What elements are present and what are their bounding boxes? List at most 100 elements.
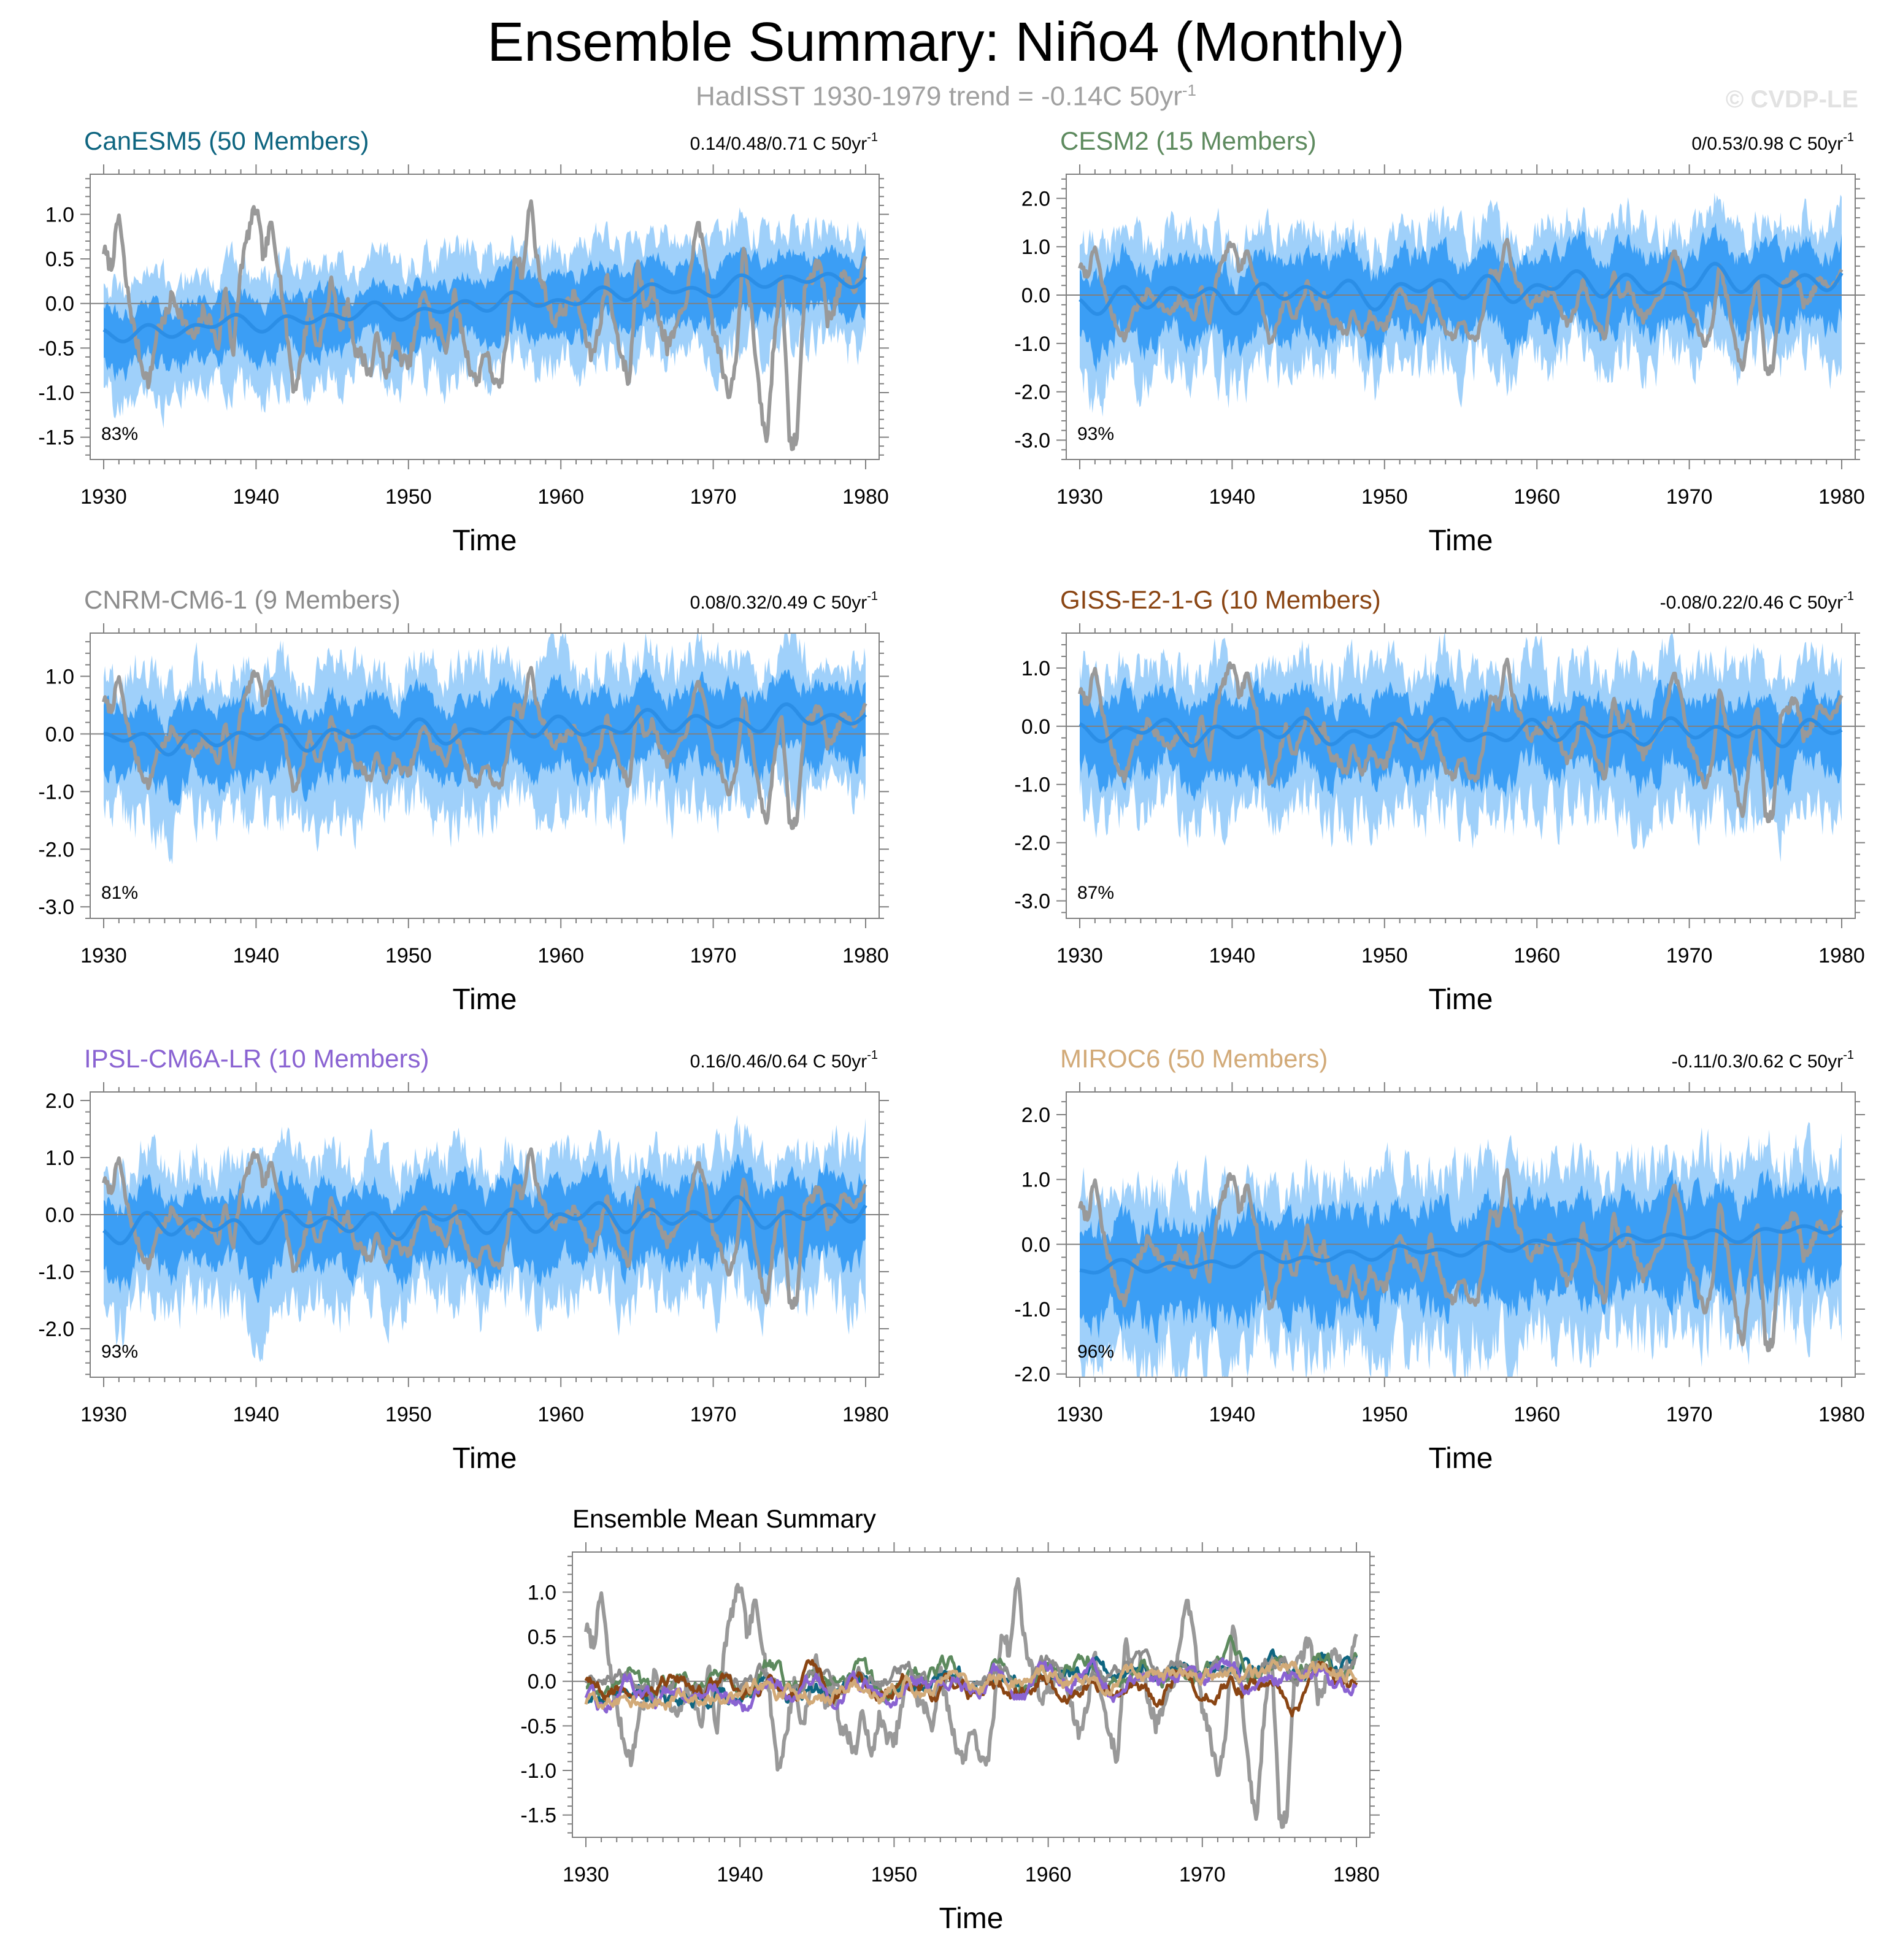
y-tick-label: 1.0 [45, 665, 74, 688]
figure-title: Ensemble Summary: Niño4 (Monthly) [487, 12, 1405, 73]
observed-series-line [102, 666, 867, 831]
x-tick-label: 1930 [1056, 1403, 1103, 1426]
panel-title: CNRM-CM6-1 (9 Members) [84, 585, 401, 614]
y-tick-label: -1.0 [520, 1759, 556, 1783]
trend-label: 0.14/0.48/0.71 C 50yr-1 [690, 131, 878, 154]
series-line-ipsl-cm6a-lr [584, 1656, 1358, 1714]
copyright-watermark: © CVDP-LE [1725, 86, 1858, 113]
x-tick-label: 1940 [233, 485, 280, 509]
y-tick-label: 1.0 [1021, 657, 1050, 680]
x-tick-label: 1950 [385, 485, 432, 509]
panel-title: CESM2 (15 Members) [1060, 126, 1317, 155]
percent-label: 87% [1077, 883, 1114, 903]
plot-area [1066, 1122, 1855, 1377]
figure-subtitle: HadISST 1930-1979 trend = -0.14C 50yr-1 [0, 81, 1892, 112]
y-tick-label: -0.5 [520, 1715, 556, 1738]
x-tick-label: 1930 [80, 485, 127, 509]
panel-title: IPSL-CM6A-LR (10 Members) [84, 1044, 429, 1073]
y-tick-label: -1.0 [38, 1261, 74, 1284]
x-tick-label: 1940 [233, 944, 280, 967]
x-axis-label: Time [453, 525, 517, 557]
x-axis-label: Time [453, 1442, 517, 1475]
y-tick-label: 1.0 [528, 1581, 556, 1604]
plot-area [90, 633, 879, 865]
observed-series-line [1078, 237, 1844, 376]
y-tick-label: 0.0 [1021, 715, 1050, 739]
x-tick-label: 1930 [1056, 485, 1103, 509]
x-tick-label: 1940 [233, 1403, 280, 1426]
percent-label: 93% [101, 1342, 138, 1362]
x-tick-label: 1980 [1818, 485, 1865, 509]
panel-title: GISS-E2-1-G (10 Members) [1060, 585, 1381, 614]
x-tick-label: 1970 [1666, 1403, 1713, 1426]
x-tick-label: 1960 [1513, 485, 1560, 509]
ensemble-interquartile-band [104, 669, 866, 807]
y-tick-label: 2.0 [1021, 1104, 1050, 1127]
panel-2: CESM2 (15 Members) 0/0.53/0.98 C 50yr-1 93… [1014, 126, 1865, 557]
x-tick-label: 1930 [80, 944, 127, 967]
y-tick-label: 0.0 [1021, 284, 1050, 307]
ensemble-mean-line [1079, 1224, 1843, 1275]
y-tick-label: 2.0 [45, 1090, 74, 1113]
subtitle-superscript: -1 [1182, 81, 1197, 99]
x-tick-label: 1980 [842, 944, 889, 967]
x-tick-label: 1970 [690, 944, 737, 967]
ensemble-mean-line [103, 702, 867, 757]
y-tick-label: 0.0 [45, 723, 74, 746]
trend-label: 0.08/0.32/0.49 C 50yr-1 [690, 590, 878, 613]
series-line-miroc6 [584, 1659, 1358, 1711]
y-tick-label: 1.0 [1021, 1169, 1050, 1192]
y-tick-label: -1.0 [1014, 332, 1050, 356]
y-tick-label: 1.0 [1021, 236, 1050, 259]
y-tick-label: -1.0 [1014, 774, 1050, 797]
x-tick-label: 1940 [1209, 1403, 1256, 1426]
ensemble-interquartile-band [104, 245, 866, 382]
panel-6: MIROC6 (50 Members) -0.11/0.3/0.62 C 50yr… [1014, 1044, 1865, 1475]
y-tick-label: 0.0 [45, 1204, 74, 1227]
x-tick-label: 1940 [1209, 944, 1256, 967]
x-tick-label: 1960 [1513, 944, 1560, 967]
y-tick-label: -2.0 [38, 1318, 74, 1341]
subtitle-text: HadISST 1930-1979 trend = -0.14C 50yr [695, 81, 1182, 112]
y-tick-label: -1.5 [38, 426, 74, 450]
panel-1: CanESM5 (50 Members) 0.14/0.48/0.71 C 50y… [38, 126, 889, 557]
y-tick-label: -1.0 [38, 780, 74, 804]
y-tick-label: -2.0 [1014, 381, 1050, 404]
y-tick-label: -1.0 [1014, 1298, 1050, 1321]
y-tick-label: -2.0 [1014, 1363, 1050, 1386]
panel-title: Ensemble Mean Summary [572, 1504, 876, 1533]
x-tick-label: 1970 [690, 485, 737, 509]
y-tick-label: -2.0 [1014, 832, 1050, 855]
trend-label: -0.11/0.3/0.62 C 50yr-1 [1672, 1048, 1854, 1072]
x-tick-label: 1980 [1818, 944, 1865, 967]
percent-label: 96% [1077, 1342, 1114, 1362]
y-tick-label: -3.0 [38, 896, 74, 919]
trend-label: 0/0.53/0.98 C 50yr-1 [1691, 131, 1854, 154]
plot-area [90, 1115, 879, 1362]
y-tick-label: -3.0 [1014, 429, 1050, 452]
y-tick-label: -0.5 [38, 337, 74, 360]
plot-area [572, 1577, 1370, 1829]
x-tick-label: 1970 [1666, 485, 1713, 509]
trend-label: -0.08/0.22/0.46 C 50yr-1 [1660, 590, 1854, 613]
y-tick-label: 2.0 [1021, 187, 1050, 210]
y-tick-label: -1.5 [520, 1804, 556, 1827]
y-tick-label: 0.0 [528, 1670, 556, 1694]
x-tick-label: 1950 [385, 1403, 432, 1426]
x-tick-label: 1950 [1361, 1403, 1408, 1426]
x-tick-label: 1930 [563, 1863, 609, 1886]
panel-7: Ensemble Mean Summary 1930 1940 1950 1960 197… [520, 1504, 1380, 1935]
panel-5: IPSL-CM6A-LR (10 Members) 0.16/0.46/0.64 … [38, 1044, 889, 1475]
y-tick-label: 0.5 [528, 1626, 556, 1649]
x-axis-label: Time [939, 1902, 1004, 1935]
y-tick-label: 0.0 [1021, 1233, 1050, 1256]
y-tick-label: 0.0 [45, 293, 74, 316]
plot-area [90, 199, 879, 452]
observed-series-line [102, 199, 867, 452]
plot-area [1066, 633, 1855, 863]
x-tick-label: 1950 [1361, 485, 1408, 509]
x-tick-label: 1950 [871, 1863, 918, 1886]
panel-title: CanESM5 (50 Members) [84, 126, 369, 155]
ensemble-mean-line [1079, 261, 1844, 317]
